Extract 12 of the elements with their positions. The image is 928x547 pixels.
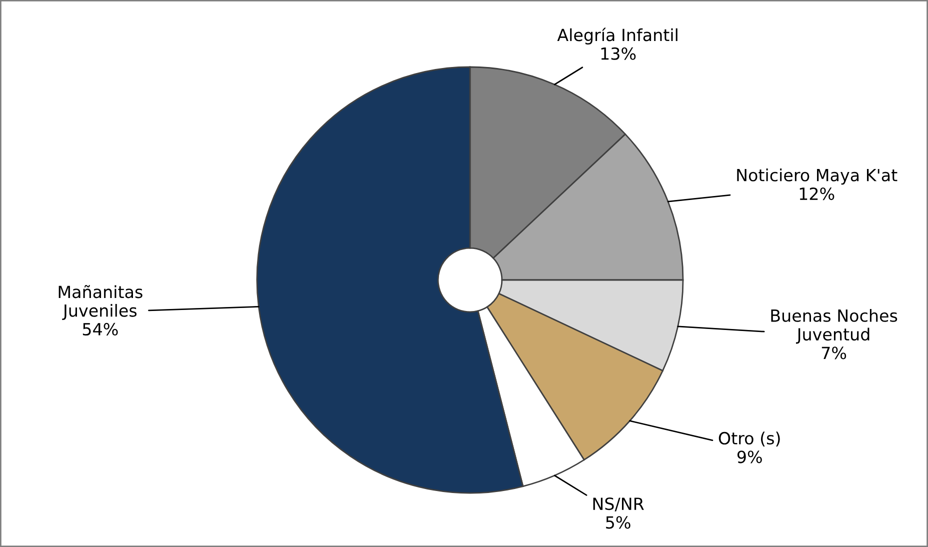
- slice-label: Buenas Noches Juventud: [771, 309, 898, 344]
- data-label: 54%: [82, 322, 118, 336]
- data-label: 13%: [601, 47, 636, 60]
- slice-label: Otro (s): [718, 432, 780, 446]
- data-label: 9%: [737, 450, 762, 464]
- slice-label: Noticiero Maya K'at: [737, 168, 898, 185]
- slice-label: NS/NR: [593, 497, 644, 512]
- data-label: 5%: [606, 516, 630, 529]
- data-label: 12%: [800, 187, 834, 200]
- data-label: 7%: [822, 346, 846, 360]
- slice-label: Alegría Infantil: [557, 28, 678, 44]
- slice-label: Mañanitas Juveniles: [58, 285, 142, 320]
